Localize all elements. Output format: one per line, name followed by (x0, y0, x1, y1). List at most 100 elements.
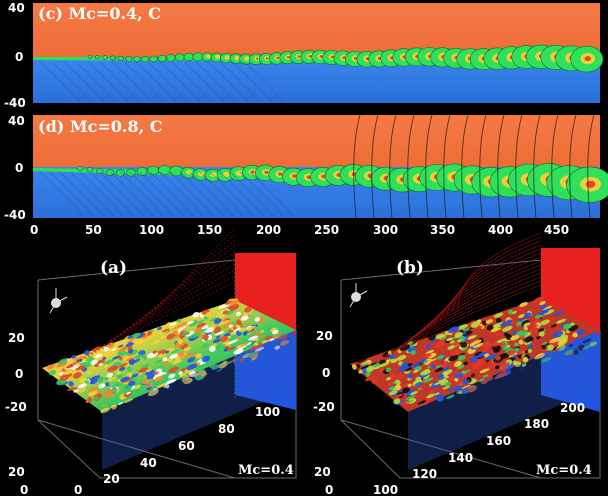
acoustic-wave (171, 61, 213, 103)
shocklet (425, 114, 433, 219)
vortex-tube (360, 365, 370, 370)
acoustic-wave (129, 171, 176, 219)
vortex-tube (227, 346, 236, 351)
vortex-tube (238, 327, 247, 333)
vortex-tube (238, 344, 247, 350)
panel-b-slab-underside (408, 330, 600, 470)
vortex-tube (506, 349, 516, 356)
vortex-tube (385, 367, 392, 373)
vortex-tube (107, 376, 117, 382)
panel-b-mc-annotation: Mc=0.4 (536, 463, 592, 478)
vortex-tube (534, 313, 544, 319)
vortex-tube (243, 323, 251, 327)
panel-d-shocklets (39, 114, 595, 219)
eddy-center (255, 57, 259, 60)
vortex-tube (461, 331, 467, 335)
vortex-tube (214, 331, 225, 336)
contour-line (439, 244, 542, 321)
vortex-tube (168, 366, 179, 373)
vortex-tube (138, 367, 149, 373)
vortex-tube (250, 353, 259, 359)
vortex-tube (478, 378, 485, 382)
contour-line (427, 252, 542, 329)
vortex-tube (100, 407, 111, 414)
vortex-tube (273, 335, 280, 340)
vortex-tube (523, 312, 532, 319)
panel-b-slab-texture (352, 296, 598, 406)
eddy-core (185, 169, 193, 175)
vortex-tube (444, 381, 451, 387)
contour-line (391, 276, 542, 353)
vortex-tube (115, 381, 120, 387)
panel-b-contour-lines (379, 232, 542, 361)
vortex-tube (102, 403, 108, 407)
vortex-tube (428, 334, 436, 341)
vortex-tube (364, 375, 376, 382)
contour-line (109, 251, 236, 343)
vortex-tube (518, 313, 526, 319)
vortex-tube (209, 317, 219, 322)
vortex-tube (157, 326, 163, 331)
vortex-tube (532, 323, 538, 329)
vortex-tube (441, 363, 448, 369)
b-x-tick: 140 (448, 451, 474, 465)
acoustic-wave (87, 61, 129, 103)
vortex-tube (269, 338, 275, 342)
vortex-tube (170, 349, 181, 354)
vortex-tube (134, 384, 141, 389)
acoustic-wave (199, 171, 246, 219)
vortex-tube (557, 334, 569, 342)
vortex-tube (582, 338, 592, 344)
vortex-tube (486, 375, 494, 381)
vortex-tube (495, 356, 502, 361)
vortex-tube (493, 312, 504, 318)
vortex-tube (553, 311, 564, 317)
vortex-tube (538, 331, 545, 337)
b-y-tick: 0 (322, 366, 331, 380)
vortex-tube (116, 370, 122, 375)
vortex-tube (447, 326, 460, 334)
vortex-tube (501, 366, 507, 372)
acoustic-wave (111, 61, 153, 103)
vortex-tube (514, 342, 519, 347)
vortex-tube (361, 362, 370, 367)
vortex-tube (498, 354, 509, 360)
vortex-tube (118, 362, 128, 368)
shocklet (569, 114, 577, 219)
vortex-tube (524, 336, 534, 343)
vortex-tube (216, 369, 222, 372)
vortex-tube (422, 377, 434, 383)
vortex-tube (209, 363, 216, 368)
vortex-tube (415, 362, 421, 366)
panel-a-box-edge (37, 419, 101, 479)
acoustic-wave (159, 61, 201, 103)
vortex-tube (540, 319, 550, 326)
acoustic-wave (149, 171, 196, 219)
vortex-tube (127, 335, 134, 340)
vortex-tube (184, 320, 195, 326)
vortex-tube (160, 335, 166, 340)
vortex-tube (118, 402, 124, 405)
vortex-tube (78, 356, 83, 360)
panel-a-contour-lines (59, 227, 236, 373)
vortex-tube (568, 344, 574, 348)
vortex-tube (98, 383, 106, 389)
vortex-tube (414, 381, 423, 387)
vortex-tube (146, 331, 152, 336)
vortex-tube (473, 343, 484, 349)
vortex-tube (117, 373, 123, 379)
vortex-tube (511, 310, 518, 315)
vortex-tube (152, 350, 158, 354)
vortex-tube (176, 318, 182, 323)
vortex-tube (490, 327, 499, 333)
vortex-tube (171, 358, 182, 365)
vortex-tube (405, 400, 414, 404)
vortex-tube (175, 341, 185, 348)
panel-c-eddies (87, 44, 604, 73)
vortex-tube (164, 383, 170, 389)
vortex-tube (387, 382, 392, 387)
vortex-tube (72, 372, 82, 379)
eddy-center (297, 55, 301, 58)
vortex-tube (576, 329, 583, 336)
